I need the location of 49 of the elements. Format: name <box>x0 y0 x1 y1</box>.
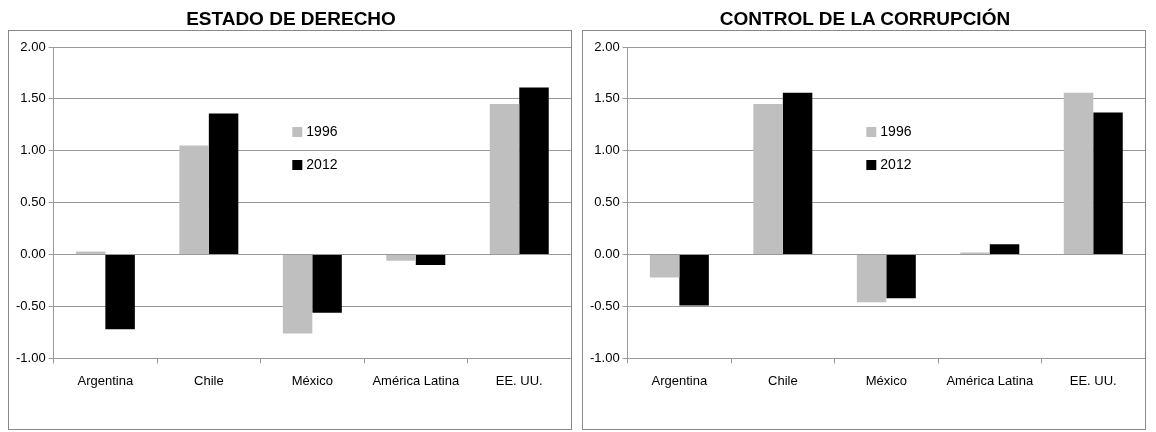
bar <box>386 255 416 261</box>
bar <box>179 145 209 255</box>
legend-label: 1996 <box>306 122 338 139</box>
chart-title: CONTROL DE LA CORRUPCIÓN <box>718 8 1012 30</box>
x-tick-label: América Latina <box>372 372 460 388</box>
y-tick-label: 2.00 <box>594 38 620 54</box>
y-tick-label: -0.50 <box>589 298 620 314</box>
y-tick-label: 1.00 <box>20 142 46 158</box>
bar <box>856 255 887 303</box>
bar <box>679 255 709 306</box>
bar <box>886 255 916 299</box>
legend-label: 2012 <box>880 155 912 172</box>
x-tick-label: Chile <box>768 372 798 388</box>
y-tick-label: 0.00 <box>20 246 46 262</box>
bar <box>415 255 446 265</box>
bar <box>312 255 342 313</box>
y-tick-label: -1.00 <box>15 349 46 365</box>
bar <box>105 255 135 330</box>
bar <box>649 255 680 278</box>
x-tick-label: EE. UU. <box>1069 372 1117 388</box>
y-tick-label: 1.50 <box>594 90 620 106</box>
bar <box>753 104 783 255</box>
bar <box>1063 92 1094 255</box>
y-tick-label: -0.50 <box>15 298 46 314</box>
y-tick-label: 1.50 <box>20 90 46 106</box>
y-tick-label: 0.00 <box>594 246 620 262</box>
x-tick-label: EE. UU. <box>495 372 543 388</box>
bar <box>782 92 813 255</box>
y-tick-label: 0.50 <box>594 194 620 210</box>
y-tick-label: 2.00 <box>20 38 46 54</box>
bar <box>519 87 549 255</box>
bar <box>75 251 106 255</box>
bar <box>989 244 1020 255</box>
y-tick-label: 0.50 <box>20 194 46 210</box>
legend-label: 1996 <box>880 122 912 139</box>
x-tick-label: Chile <box>194 372 224 388</box>
bar <box>489 104 520 255</box>
x-tick-label: Argentina <box>77 372 134 388</box>
x-tick-label: México <box>291 372 333 388</box>
y-tick-label: 1.00 <box>594 142 620 158</box>
x-tick-label: América Latina <box>946 372 1034 388</box>
x-tick-label: México <box>865 372 907 388</box>
x-tick-label: Argentina <box>651 372 708 388</box>
y-tick-label: -1.00 <box>589 349 620 365</box>
bar <box>208 113 239 255</box>
legend-label: 2012 <box>306 155 338 172</box>
bar <box>282 255 313 334</box>
bar <box>1093 112 1123 255</box>
chart-title: ESTADO DE DERECHO <box>185 8 397 30</box>
